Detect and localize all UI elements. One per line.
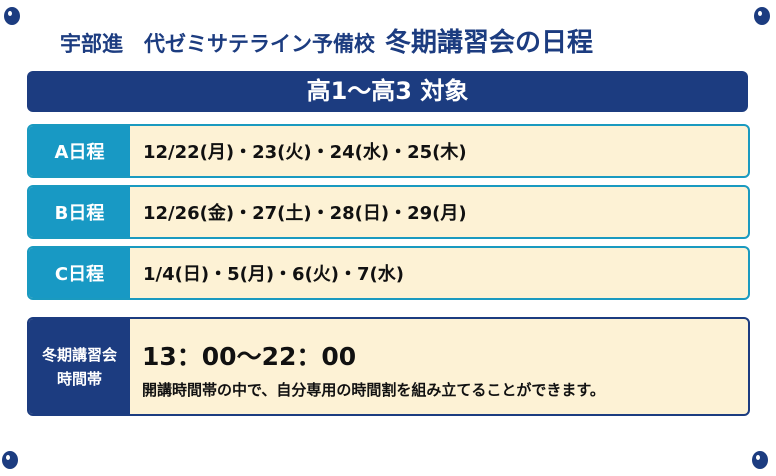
hours-note: 開講時間帯の中で、自分専用の時間割を組み立てることができます。 [142, 381, 605, 399]
schedule-dates: 12/26(金)・27(土)・28(日)・29(月) [143, 203, 467, 224]
pin-icon [2, 451, 18, 469]
schedule-label: B日程 [29, 187, 130, 237]
pin-icon [4, 7, 20, 25]
title-text: 冬期講習会の日程 [385, 28, 594, 58]
schedule-label: C日程 [29, 248, 130, 298]
schedule-dates: 12/22(月)・23(火)・24(水)・25(木) [143, 142, 467, 163]
school-name: 宇部進 代ゼミサテライン予備校 [60, 32, 375, 56]
hours-time: 13：00〜22：00 [142, 342, 357, 371]
schedule-row-c: C日程 1/4(日)・5(月)・6(火)・7(水) [27, 246, 750, 300]
schedule-label: A日程 [29, 126, 130, 176]
target-banner: 高1〜高3 対象 [27, 71, 748, 112]
schedule-dates: 1/4(日)・5(月)・6(火)・7(水) [143, 264, 405, 285]
hours-box: 冬期講習会 時間帯 13：00〜22：00 開講時間帯の中で、自分専用の時間割を… [27, 317, 750, 416]
schedule-row-a: A日程 12/22(月)・23(火)・24(水)・25(木) [27, 124, 750, 178]
pin-icon [752, 451, 768, 469]
hours-label-line2: 時間帯 [56, 369, 102, 388]
hours-label: 冬期講習会 時間帯 [29, 319, 130, 414]
hours-label-line1: 冬期講習会 [41, 345, 117, 364]
schedule-row-b: B日程 12/26(金)・27(土)・28(日)・29(月) [27, 185, 750, 239]
page-title: 宇部進 代ゼミサテライン予備校 冬期講習会の日程 [60, 22, 593, 59]
pin-icon [754, 7, 770, 25]
